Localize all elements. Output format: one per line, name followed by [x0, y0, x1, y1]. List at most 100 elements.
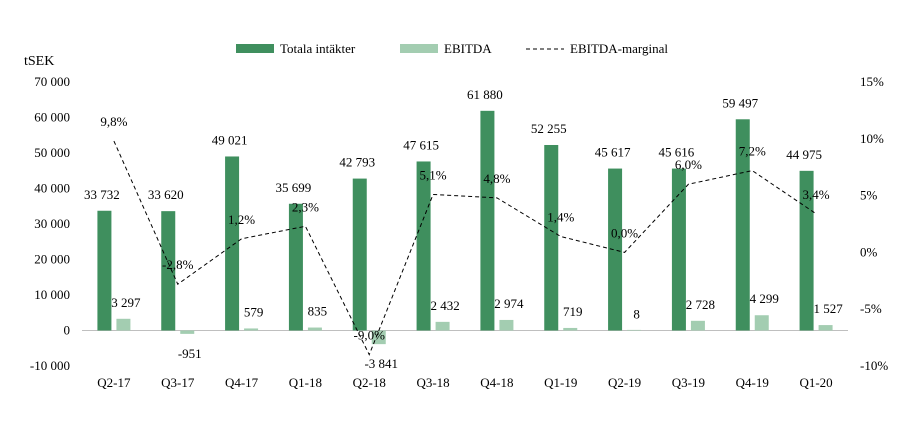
bar-data-labels: 33 732 3 297 33 620 -951 49 021 579 35 699 835 4…	[84, 87, 843, 371]
margin-data-label: 3,4%	[803, 187, 830, 202]
category-label: Q1-19	[544, 375, 577, 390]
ebitda-data-label: 719	[563, 304, 583, 319]
ebitda-bar	[307, 327, 322, 331]
revenue-data-label: 44 975	[786, 147, 822, 162]
revenue-data-label: 45 617	[595, 145, 631, 160]
revenue-bar	[225, 156, 240, 331]
revenue-bar	[288, 203, 303, 331]
y-axis-unit-label: tSEK	[24, 54, 54, 69]
category-label: Q4-17	[225, 375, 259, 390]
margin-line	[113, 140, 817, 356]
revenue-bar	[735, 119, 750, 331]
ebitda-data-label: 8	[633, 306, 640, 321]
ebitda-data-label: 2 432	[430, 298, 459, 313]
revenue-data-label: 47 615	[403, 137, 439, 152]
left-tick-label: 30 000	[34, 216, 70, 231]
ebitda-bar	[563, 327, 578, 331]
margin-data-label: -9,0%	[354, 328, 386, 343]
category-label: Q1-18	[289, 375, 322, 390]
ebitda-data-label: -951	[178, 346, 202, 361]
margin-data-label: 9,8%	[100, 114, 127, 129]
right-tick-label: -5%	[860, 301, 882, 316]
left-tick-label: 70 000	[34, 74, 70, 89]
left-tick-label: 50 000	[34, 145, 70, 160]
margin-data-label: 1,4%	[547, 209, 574, 224]
category-label: Q3-18	[416, 375, 449, 390]
legend: Totala intäkter EBITDA EBITDA-marginal	[236, 41, 668, 56]
category-label: Q4-19	[736, 375, 769, 390]
revenue-data-label: 42 793	[339, 155, 375, 170]
left-tick-label: 40 000	[34, 181, 70, 196]
margin-data-label: 7,2%	[739, 144, 766, 159]
revenue-bar	[480, 110, 495, 331]
margin-data-label: 5,1%	[420, 167, 447, 182]
category-label: Q2-17	[97, 375, 131, 390]
right-tick-label: 10%	[860, 131, 884, 146]
ebitda-bar	[244, 328, 259, 331]
revenue-data-label: 45 616	[659, 145, 695, 160]
ebitda-data-label: 2 974	[494, 296, 524, 311]
revenue-data-label: 35 699	[276, 180, 312, 195]
category-label: Q2-19	[608, 375, 641, 390]
ebitda-bar	[435, 321, 450, 331]
legend-swatch-1	[400, 44, 438, 53]
ebitda-bar	[116, 318, 131, 331]
revenue-bar	[161, 211, 176, 331]
left-tick-label: 0	[64, 323, 71, 338]
ebitda-data-label: 2 728	[686, 297, 715, 312]
right-tick-label: -10%	[860, 358, 888, 373]
category-label: Q3-19	[672, 375, 705, 390]
ebitda-bar	[754, 315, 769, 331]
revenue-bar	[544, 144, 559, 331]
revenue-bar	[352, 178, 367, 331]
ebitda-data-label: 579	[244, 304, 264, 319]
legend-swatch-0	[236, 44, 274, 53]
ebitda-bar	[690, 320, 705, 331]
ebitda-bar	[499, 319, 514, 331]
margin-data-label: 6,0%	[675, 157, 702, 172]
category-label: Q4-18	[480, 375, 513, 390]
ebitda-data-label: 4 299	[750, 291, 779, 306]
ebitda-bar	[627, 329, 642, 331]
right-axis-ticks: -10% -5% 0% 5% 10% 15%	[860, 74, 888, 373]
category-label: Q1-20	[799, 375, 832, 390]
margin-data-label: 4,8%	[483, 171, 510, 186]
right-tick-label: 5%	[860, 188, 878, 203]
left-tick-label: -10 000	[30, 358, 70, 373]
revenue-bar	[97, 210, 112, 331]
bars	[97, 110, 833, 345]
right-tick-label: 0%	[860, 244, 878, 259]
category-label: Q3-17	[161, 375, 195, 390]
revenue-bar	[608, 168, 623, 331]
left-tick-label: 10 000	[34, 287, 70, 302]
revenue-bar	[416, 161, 431, 331]
margin-data-label: -2,8%	[162, 257, 194, 272]
revenue-bar	[671, 168, 686, 331]
ebitda-margin-polyline	[113, 140, 817, 356]
right-tick-label: 15%	[860, 74, 884, 89]
left-tick-label: 20 000	[34, 252, 70, 267]
category-labels: Q2-17 Q3-17 Q4-17 Q1-18 Q2-18 Q3-18 Q4-18 Q1-19…	[97, 375, 832, 390]
margin-data-label: 2,3%	[292, 199, 319, 214]
category-label: Q2-18	[353, 375, 386, 390]
legend-label-2: EBITDA-marginal	[570, 41, 668, 56]
margin-data-label: 1,2%	[228, 212, 255, 227]
revenue-data-label: 49 021	[212, 132, 248, 147]
ebitda-data-label: 835	[308, 304, 328, 319]
ebitda-data-label: 3 297	[111, 295, 141, 310]
margin-data-label: 0,0%	[611, 225, 638, 240]
legend-label-0: Totala intäkter	[280, 41, 356, 56]
ebitda-bar	[818, 325, 833, 331]
revenue-data-label: 61 880	[467, 87, 503, 102]
left-axis-ticks: -10 000 0 10 000 20 000 30 000 40 000 50 000 60…	[30, 74, 70, 373]
ebitda-data-label: 1 527	[813, 301, 843, 316]
ebitda-bar	[180, 330, 195, 334]
legend-label-1: EBITDA	[444, 41, 492, 56]
line-data-labels: 9,8% -2,8% 1,2% 2,3% -9,0% 5,1% 4,8% 1,4% 0,0% 6,…	[100, 114, 829, 343]
revenue-data-label: 52 255	[531, 121, 567, 136]
revenue-data-label: 33 620	[148, 187, 184, 202]
revenue-data-label: 59 497	[722, 95, 758, 110]
ebitda-data-label: -3 841	[364, 356, 398, 371]
revenue-data-label: 33 732	[84, 187, 120, 202]
